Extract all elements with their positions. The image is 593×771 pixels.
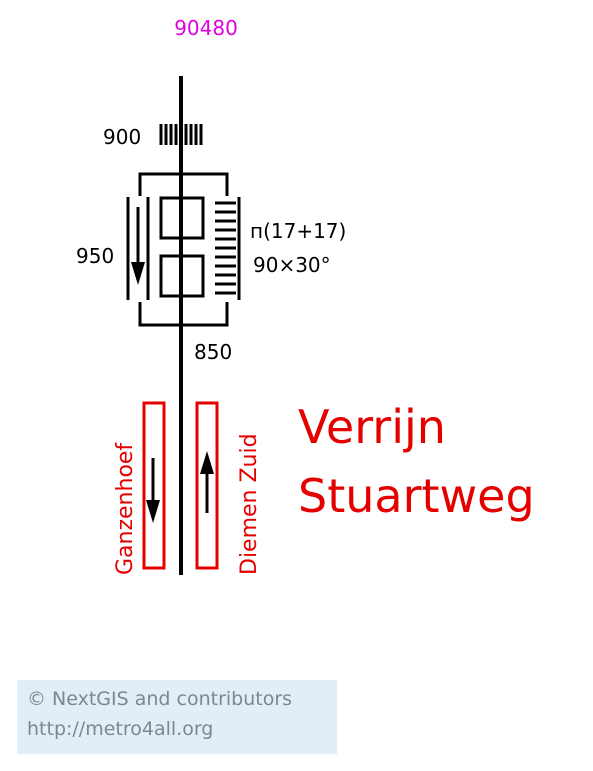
station-name-line2: Stuartweg bbox=[298, 469, 535, 523]
direction-left-label: Ganzenhoef bbox=[113, 442, 138, 575]
station-name-line1: Verrijn bbox=[298, 400, 446, 454]
platform-left bbox=[142, 401, 166, 570]
width-bottom-label: 850 bbox=[194, 340, 232, 364]
station-code: 90480 bbox=[174, 16, 238, 40]
credit-line1: © NextGIS and contributors bbox=[27, 688, 293, 710]
credit-link[interactable]: http://metro4all.org bbox=[27, 718, 214, 740]
escalator-box-bottom bbox=[159, 254, 205, 298]
stairs-angle-label: 90×30° bbox=[253, 253, 331, 277]
platform-right bbox=[195, 401, 219, 570]
width-side-label: 950 bbox=[76, 244, 114, 268]
left-rail bbox=[126, 197, 150, 300]
width-top-label: 900 bbox=[103, 125, 141, 149]
vestibule-outline bbox=[138, 172, 229, 327]
down-arrow-icon bbox=[146, 458, 160, 523]
stairs-icon bbox=[215, 197, 241, 300]
escalator-box-top bbox=[159, 196, 205, 240]
direction-right-label: Diemen Zuid bbox=[237, 433, 262, 575]
turnstile-marks bbox=[159, 124, 203, 145]
down-arrow-icon bbox=[131, 207, 145, 285]
credit-box: © NextGIS and contributors http://metro4… bbox=[17, 680, 337, 754]
stairs-steps-label: п(17+17) bbox=[250, 219, 346, 243]
up-arrow-icon bbox=[200, 451, 214, 513]
